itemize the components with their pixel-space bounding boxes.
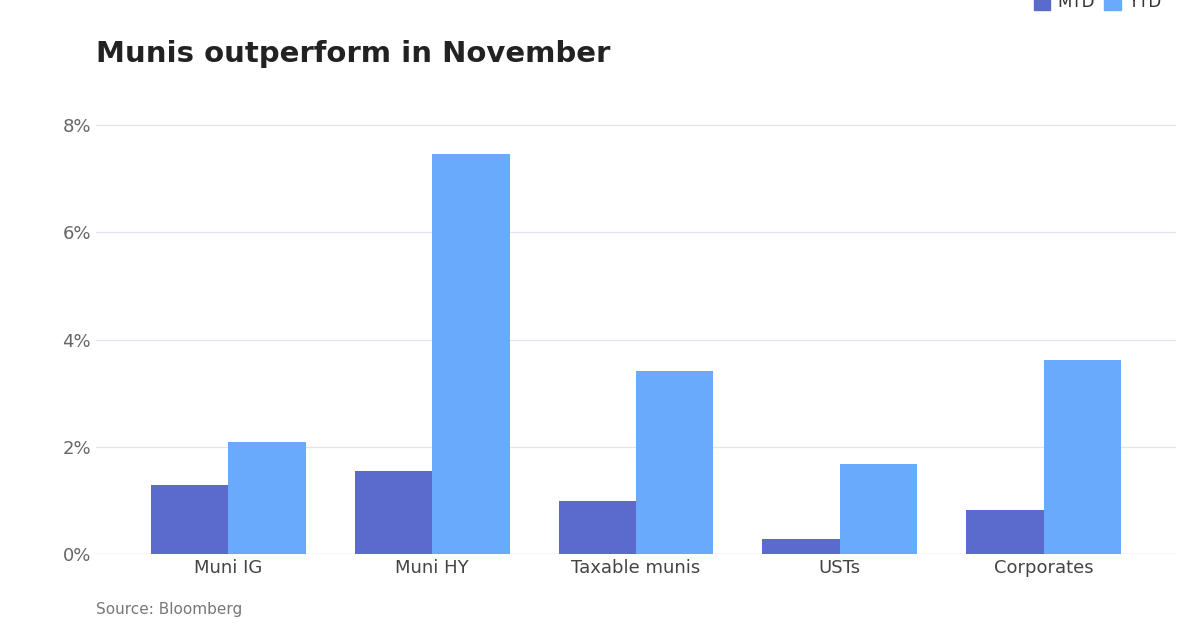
Bar: [558, 501, 636, 554]
Legend: MTD, YTD: MTD, YTD: [1027, 0, 1168, 18]
Bar: [966, 510, 1044, 554]
Text: Munis outperform in November: Munis outperform in November: [96, 40, 611, 69]
Bar: [1044, 360, 1121, 554]
Bar: [762, 539, 840, 554]
Bar: [432, 154, 510, 554]
Bar: [840, 464, 917, 554]
Bar: [636, 371, 714, 554]
Bar: [151, 484, 228, 554]
Text: Source: Bloomberg: Source: Bloomberg: [96, 602, 242, 617]
Bar: [355, 471, 432, 554]
Bar: [228, 442, 306, 554]
